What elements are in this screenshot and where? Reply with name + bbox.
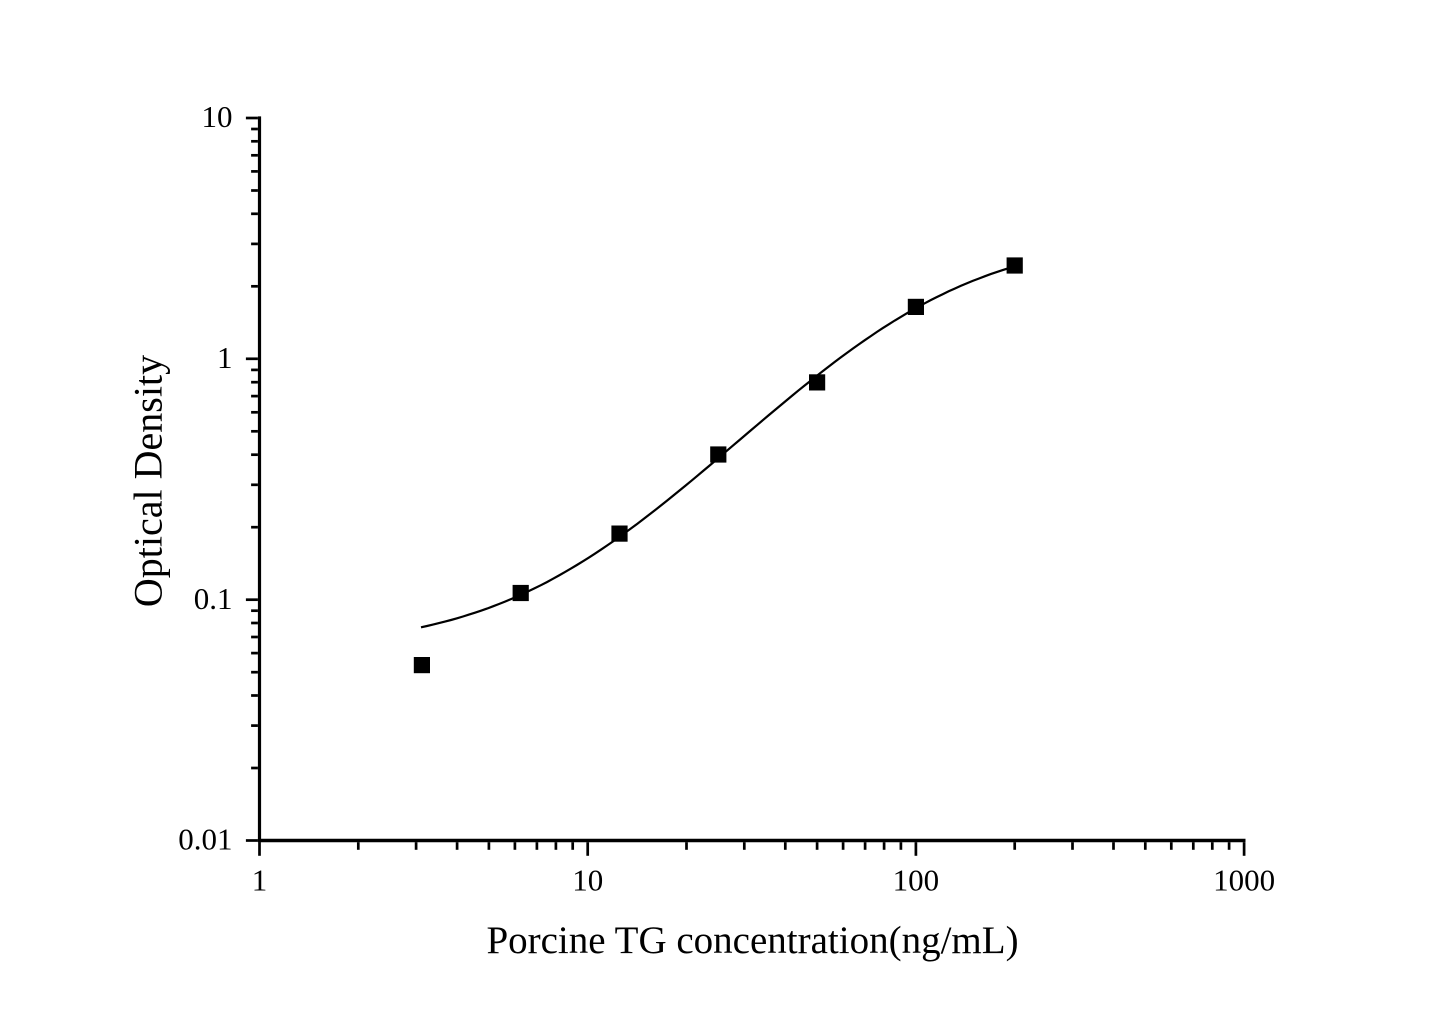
svg-text:0.1: 0.1 <box>194 581 233 616</box>
svg-text:0.01: 0.01 <box>178 822 232 857</box>
svg-text:Optical Density: Optical Density <box>126 355 171 607</box>
svg-text:1: 1 <box>252 863 268 898</box>
svg-text:10: 10 <box>202 99 233 134</box>
svg-text:Porcine TG concentration(ng/mL: Porcine TG concentration(ng/mL) <box>486 919 1018 962</box>
svg-text:1: 1 <box>217 340 233 375</box>
svg-text:100: 100 <box>893 863 940 898</box>
svg-text:10: 10 <box>572 863 603 898</box>
svg-text:1000: 1000 <box>1213 863 1275 898</box>
